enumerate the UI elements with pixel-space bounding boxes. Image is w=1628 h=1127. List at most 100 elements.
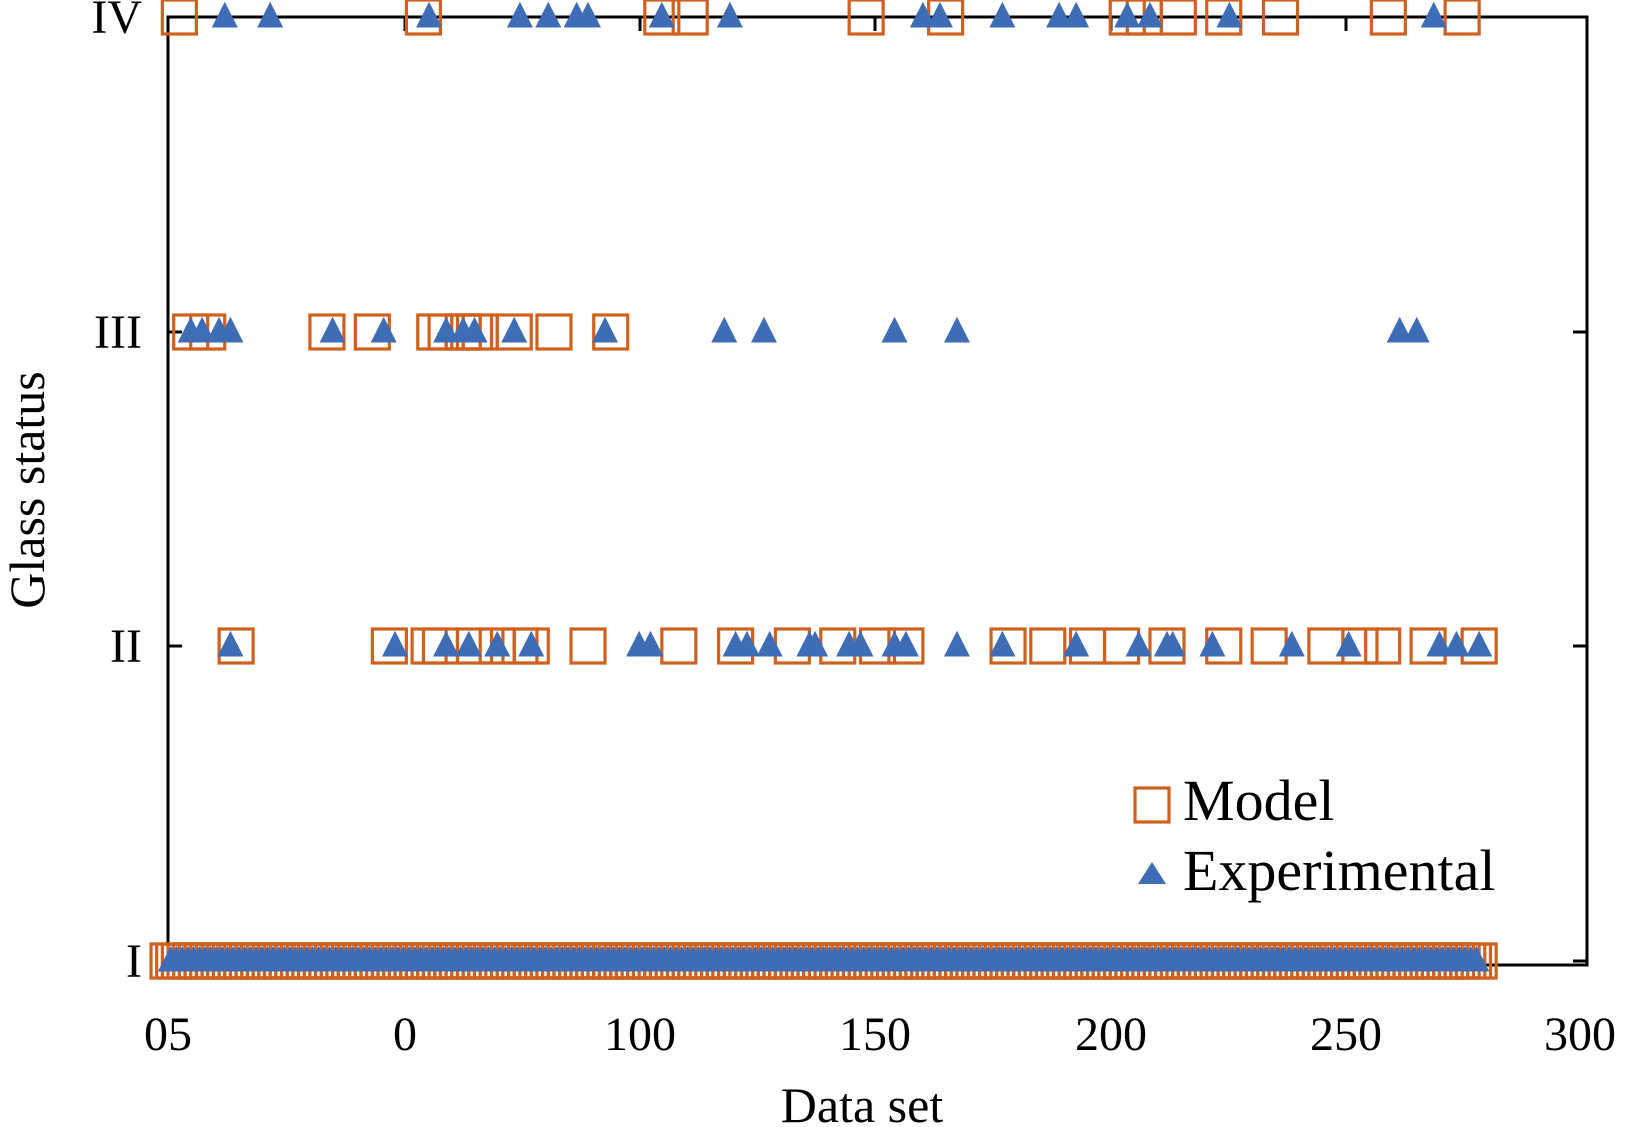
experimental-point xyxy=(1159,630,1186,657)
experimental-point xyxy=(189,316,216,343)
legend-model-marker xyxy=(1133,786,1171,824)
experimental-point xyxy=(1046,1,1073,28)
experimental-point xyxy=(802,630,829,657)
y-tick-label: I xyxy=(126,935,142,988)
experimental-point xyxy=(1403,316,1430,343)
experimental-point xyxy=(257,1,284,28)
model-point xyxy=(847,0,885,36)
experimental-point xyxy=(211,1,238,28)
experimental-point xyxy=(733,630,760,657)
experimental-point xyxy=(909,1,936,28)
experimental-point xyxy=(1278,630,1305,657)
model-point xyxy=(217,627,255,665)
model-point xyxy=(989,627,1027,665)
y-tick-label: IV xyxy=(91,0,142,44)
experimental-point xyxy=(943,630,970,657)
experimental-point xyxy=(648,1,675,28)
marks-layer xyxy=(149,0,1498,980)
experimental-point xyxy=(319,316,346,343)
experimental-point xyxy=(416,1,443,28)
model-point xyxy=(671,0,709,36)
experimental-point xyxy=(217,316,244,343)
experimental-point xyxy=(484,630,511,657)
plot-frame xyxy=(166,15,1589,967)
experimental-point xyxy=(989,630,1016,657)
model-point xyxy=(370,627,408,665)
experimental-point xyxy=(1335,630,1362,657)
model-point xyxy=(1261,0,1300,36)
experimental-point xyxy=(1466,630,1493,657)
model-point xyxy=(569,627,607,665)
experimental-point xyxy=(433,630,460,657)
experimental-point xyxy=(433,316,460,343)
x-tick-label: 100 xyxy=(604,1008,676,1061)
legend-experimental-marker xyxy=(1138,862,1166,884)
model-point xyxy=(643,0,681,36)
x-tick-label: 0 xyxy=(393,1008,417,1061)
experimental-point xyxy=(592,316,619,343)
x-tick-label: 05 xyxy=(144,1008,192,1061)
experimental-point xyxy=(1463,945,1490,972)
model-point xyxy=(512,627,550,665)
experimental-point xyxy=(750,316,777,343)
x-tick-label: 250 xyxy=(1310,1008,1382,1061)
experimental-point xyxy=(1125,630,1152,657)
experimental-point xyxy=(501,316,528,343)
experimental-point xyxy=(881,316,908,343)
experimental-point xyxy=(382,630,409,657)
experimental-point xyxy=(1216,1,1243,28)
model-point xyxy=(1205,0,1243,36)
model-point xyxy=(1148,627,1186,665)
y-axis-title: Glass status xyxy=(0,371,55,609)
experimental-point xyxy=(506,1,533,28)
model-point xyxy=(160,0,198,36)
experimental-point xyxy=(716,1,743,28)
model-point xyxy=(1364,627,1402,665)
y-tick-label: III xyxy=(94,306,142,359)
experimental-point xyxy=(756,630,783,657)
experimental-point xyxy=(1114,1,1141,28)
x-axis-title: Data set xyxy=(781,1077,944,1127)
y-tick-label: II xyxy=(110,620,142,673)
x-tick-label: 300 xyxy=(1544,1008,1616,1061)
experimental-point xyxy=(1420,1,1447,28)
experimental-point xyxy=(455,630,482,657)
model-point xyxy=(1307,627,1345,665)
model-point xyxy=(1250,627,1288,665)
model-point xyxy=(308,313,346,351)
model-point xyxy=(1159,0,1197,36)
legend-experimental-label: Experimental xyxy=(1183,838,1495,903)
model-point xyxy=(1443,0,1481,36)
model-point xyxy=(535,313,573,351)
model-point xyxy=(404,0,443,36)
experimental-point xyxy=(943,316,970,343)
experimental-point xyxy=(217,630,244,657)
experimental-point xyxy=(926,1,953,28)
experimental-point xyxy=(1063,630,1090,657)
experimental-point xyxy=(1063,1,1090,28)
experimental-point xyxy=(461,316,488,343)
experimental-point xyxy=(637,630,664,657)
experimental-point xyxy=(535,1,562,28)
experimental-point xyxy=(711,316,738,343)
experimental-point xyxy=(1136,1,1163,28)
experimental-point xyxy=(847,630,874,657)
model-point xyxy=(660,627,698,665)
experimental-point xyxy=(1386,316,1413,343)
experimental-point xyxy=(370,316,397,343)
model-point xyxy=(495,313,533,351)
x-tick-label: 200 xyxy=(1075,1008,1147,1061)
model-point xyxy=(1369,0,1407,36)
experimental-point xyxy=(892,630,919,657)
x-tick-label: 150 xyxy=(839,1008,911,1061)
experimental-point xyxy=(989,1,1016,28)
experimental-point xyxy=(575,1,602,28)
model-point xyxy=(1029,627,1067,665)
experimental-point xyxy=(1199,630,1226,657)
legend-model-label: Model xyxy=(1183,768,1334,833)
experimental-point xyxy=(1426,630,1453,657)
model-point xyxy=(592,313,630,351)
